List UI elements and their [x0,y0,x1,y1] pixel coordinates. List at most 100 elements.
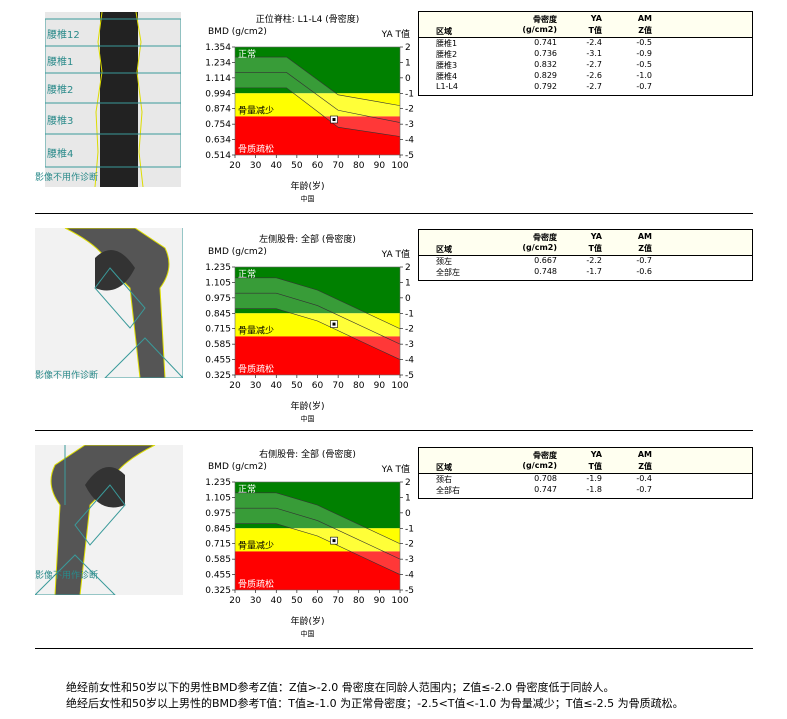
divider [35,648,753,649]
reference-population: 中国 [300,195,315,203]
t-tick-label: -2 [405,325,414,335]
t-tick-label: -3 [405,120,414,130]
table-row: 全部左 0.748 -1.7 -0.6 [419,267,752,278]
right-femur-image [35,445,183,620]
patient-marker-dot [332,322,336,326]
header-z-score: Z值 [638,462,652,471]
t-score-cell: -2.4 [586,38,602,47]
header-region: 区域 [436,463,452,472]
zone-band [235,336,400,375]
table-row: L1-L4 0.792 -2.7 -0.7 [419,82,752,93]
zone-label: 骨质疏松 [238,363,274,375]
results-table: 区域 骨密度 (g/cm2) YA T值 AM Z值 颈右 0.708 -1.9 -0.… [418,447,753,499]
t-score-cell: -1.9 [586,474,602,483]
x-tick-label: 80 [353,381,365,391]
t-axis-label: YA T值 [381,250,410,260]
x-tick-label: 60 [312,161,324,171]
zone-band [235,47,400,94]
x-tick-label: 60 [312,381,324,391]
y-tick-label: 0.975 [205,294,231,304]
y-tick-label: 1.105 [205,493,231,503]
bmd-chart: 正常 骨量减少 骨质疏松 1.235 2 1.105 1 0.975 0 0.845 -1 0.715… [200,225,415,430]
zone-band [235,313,400,337]
header-bmd-unit: (g/cm2) [522,243,557,252]
t-tick-label: -2 [405,540,414,550]
femur-xray [35,445,183,596]
t-tick-label: -4 [405,356,414,366]
y-tick-label: 0.874 [205,105,231,115]
x-tick-label: 90 [374,161,386,171]
bmd-cell: 0.832 [534,60,557,69]
x-tick-label: 80 [353,161,365,171]
t-tick-label: -1 [405,524,414,534]
z-score-cell: -1.0 [636,71,652,80]
y-tick-label: 0.514 [205,151,231,161]
z-score-cell: -0.7 [636,82,652,91]
table-row: 腰椎3 0.832 -2.7 -0.5 [419,60,752,71]
x-tick-label: 100 [391,596,408,606]
header-region: 区域 [436,27,452,36]
y-tick-label: 0.975 [205,509,231,519]
t-tick-label: 0 [405,509,411,519]
y-tick-label: 1.354 [205,43,231,53]
t-score-cell: -2.7 [586,60,602,69]
reference-curve-mean [235,292,401,345]
x-tick-label: 40 [271,161,283,171]
region-cell: L1-L4 [436,82,458,91]
t-score-cell: -2.7 [586,82,602,91]
y-tick-label: 0.325 [205,586,231,596]
bmd-cell: 0.736 [534,49,557,58]
t-tick-label: 1 [405,493,411,503]
bmd-chart: 正常 骨量减少 骨质疏松 1.354 2 1.234 1 1.114 0 0.994 -1 0.874… [200,5,415,210]
table-row: 全部右 0.747 -1.8 -0.7 [419,485,752,496]
results-table: 区域 骨密度 (g/cm2) YA T值 AM Z值 颈左 0.667 -2.2 -0.… [418,229,753,281]
chart-title: 左侧股骨: 全部 (骨密度) [259,235,356,245]
y-tick-label: 0.994 [205,89,231,99]
t-score-cell: -2.6 [586,71,602,80]
reference-population: 中国 [300,630,315,638]
z-score-cell: -0.5 [636,60,652,69]
t-tick-label: -4 [405,571,414,581]
x-tick-label: 100 [391,381,408,391]
t-tick-label: -2 [405,105,414,115]
header-t-score: T值 [588,462,602,471]
bmd-chart: 正常 骨量减少 骨质疏松 1.235 2 1.105 1 0.975 0 0.845 -1 0.715… [200,440,415,645]
x-tick-label: 100 [391,161,408,171]
zone-band [235,551,400,590]
bmd-cell: 0.741 [534,38,557,47]
t-tick-label: 0 [405,74,411,84]
t-tick-label: -3 [405,340,414,350]
x-tick-label: 90 [374,596,386,606]
y-axis-label: BMD (g/cm2) [208,247,267,257]
x-tick-label: 20 [229,381,241,391]
zone-label: 正常 [238,48,256,60]
table-header: 区域 骨密度 (g/cm2) YA T值 AM Z值 [419,230,752,256]
region-cell: 腰椎2 [436,50,458,59]
header-am: AM [637,232,652,241]
vertebra-label: 腰椎3 [47,116,74,127]
y-axis-label: BMD (g/cm2) [208,27,267,37]
y-tick-label: 1.235 [205,478,231,488]
reference-curve-mean [235,507,401,560]
t-score-cell: -3.1 [586,49,602,58]
y-tick-label: 1.114 [205,74,231,84]
x-tick-label: 70 [332,161,344,171]
zone-label: 骨质疏松 [238,578,274,590]
reference-band [235,277,400,360]
z-score-cell: -0.9 [636,49,652,58]
y-tick-label: 0.715 [205,325,231,335]
z-score-cell: -0.6 [636,267,652,276]
t-tick-label: 2 [405,263,411,273]
y-tick-label: 0.634 [205,136,231,146]
bmd-cell: 0.748 [534,267,557,276]
header-t-score: T值 [588,244,602,253]
right-femur-panel: 影像不用作诊断 区域 骨密度 (g/cm2) YA T值 AM Z值 颈右 0.70… [0,440,787,645]
zone-band [235,93,400,117]
y-tick-label: 0.845 [205,309,231,319]
reference-population: 中国 [300,415,315,423]
x-tick-label: 90 [374,381,386,391]
x-tick-label: 50 [291,381,303,391]
zone-label: 骨质疏松 [238,143,274,155]
t-tick-label: 2 [405,43,411,53]
zone-label: 正常 [238,483,256,495]
